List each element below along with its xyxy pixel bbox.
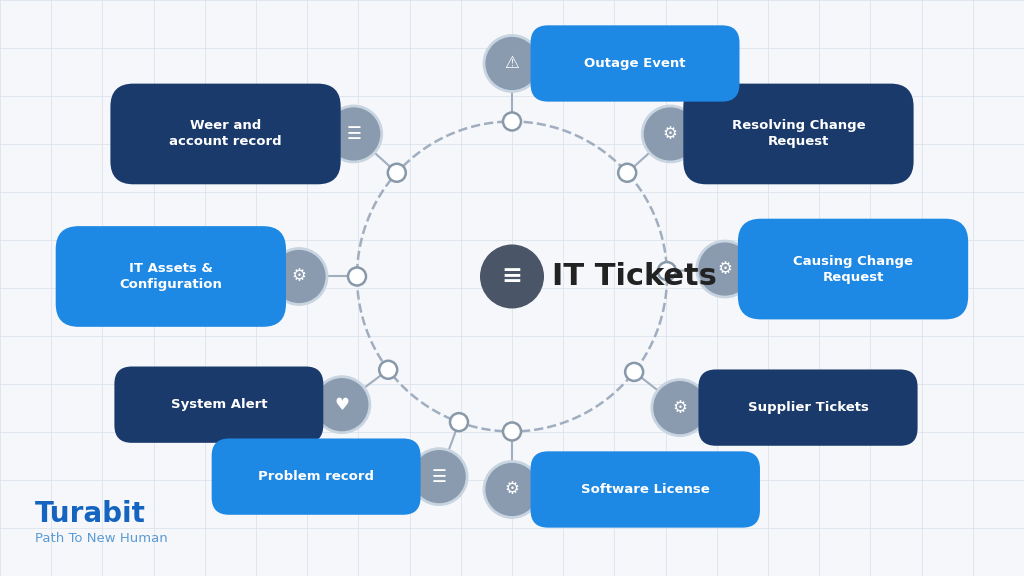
Text: System Alert: System Alert <box>171 398 267 411</box>
FancyBboxPatch shape <box>115 366 324 443</box>
Circle shape <box>484 36 540 92</box>
Circle shape <box>697 241 753 297</box>
Circle shape <box>618 164 636 182</box>
Text: ⚙: ⚙ <box>505 480 519 498</box>
Circle shape <box>412 449 467 505</box>
Circle shape <box>314 377 370 433</box>
FancyBboxPatch shape <box>738 219 968 319</box>
Circle shape <box>503 422 521 441</box>
Circle shape <box>642 106 698 162</box>
Text: ☰: ☰ <box>432 468 446 486</box>
Text: ⚙: ⚙ <box>663 125 678 143</box>
Text: ⚙: ⚙ <box>718 260 732 278</box>
Text: ♥: ♥ <box>335 396 349 414</box>
Text: ≡: ≡ <box>502 264 522 289</box>
Circle shape <box>480 244 544 309</box>
Circle shape <box>388 164 406 182</box>
Circle shape <box>652 380 708 435</box>
Circle shape <box>326 106 382 162</box>
FancyBboxPatch shape <box>698 369 918 446</box>
FancyBboxPatch shape <box>55 226 286 327</box>
Circle shape <box>450 413 468 431</box>
Circle shape <box>503 112 521 131</box>
Text: Turabit: Turabit <box>35 500 145 528</box>
FancyBboxPatch shape <box>111 84 341 184</box>
Circle shape <box>484 461 540 517</box>
Text: Problem record: Problem record <box>258 470 374 483</box>
FancyBboxPatch shape <box>530 452 760 528</box>
Text: IT Assets &
Configuration: IT Assets & Configuration <box>120 262 222 291</box>
Circle shape <box>379 361 397 379</box>
Text: ⚙: ⚙ <box>292 267 306 286</box>
FancyBboxPatch shape <box>683 84 913 184</box>
Text: Weer and
account record: Weer and account record <box>169 119 282 149</box>
Text: ☰: ☰ <box>346 125 361 143</box>
Text: IT Tickets: IT Tickets <box>552 262 717 291</box>
FancyBboxPatch shape <box>212 438 421 515</box>
Text: ⚙: ⚙ <box>673 399 687 416</box>
Circle shape <box>271 248 327 305</box>
FancyBboxPatch shape <box>530 25 739 101</box>
Circle shape <box>657 262 676 280</box>
Text: ⚠: ⚠ <box>505 55 519 73</box>
Text: Software License: Software License <box>581 483 710 496</box>
Text: Supplier Tickets: Supplier Tickets <box>748 401 868 414</box>
Circle shape <box>625 363 643 381</box>
Text: Resolving Change
Request: Resolving Change Request <box>731 119 865 149</box>
Text: Outage Event: Outage Event <box>585 57 686 70</box>
Text: Path To New Human: Path To New Human <box>35 532 168 544</box>
Text: Causing Change
Request: Causing Change Request <box>793 255 913 283</box>
Circle shape <box>348 267 366 286</box>
